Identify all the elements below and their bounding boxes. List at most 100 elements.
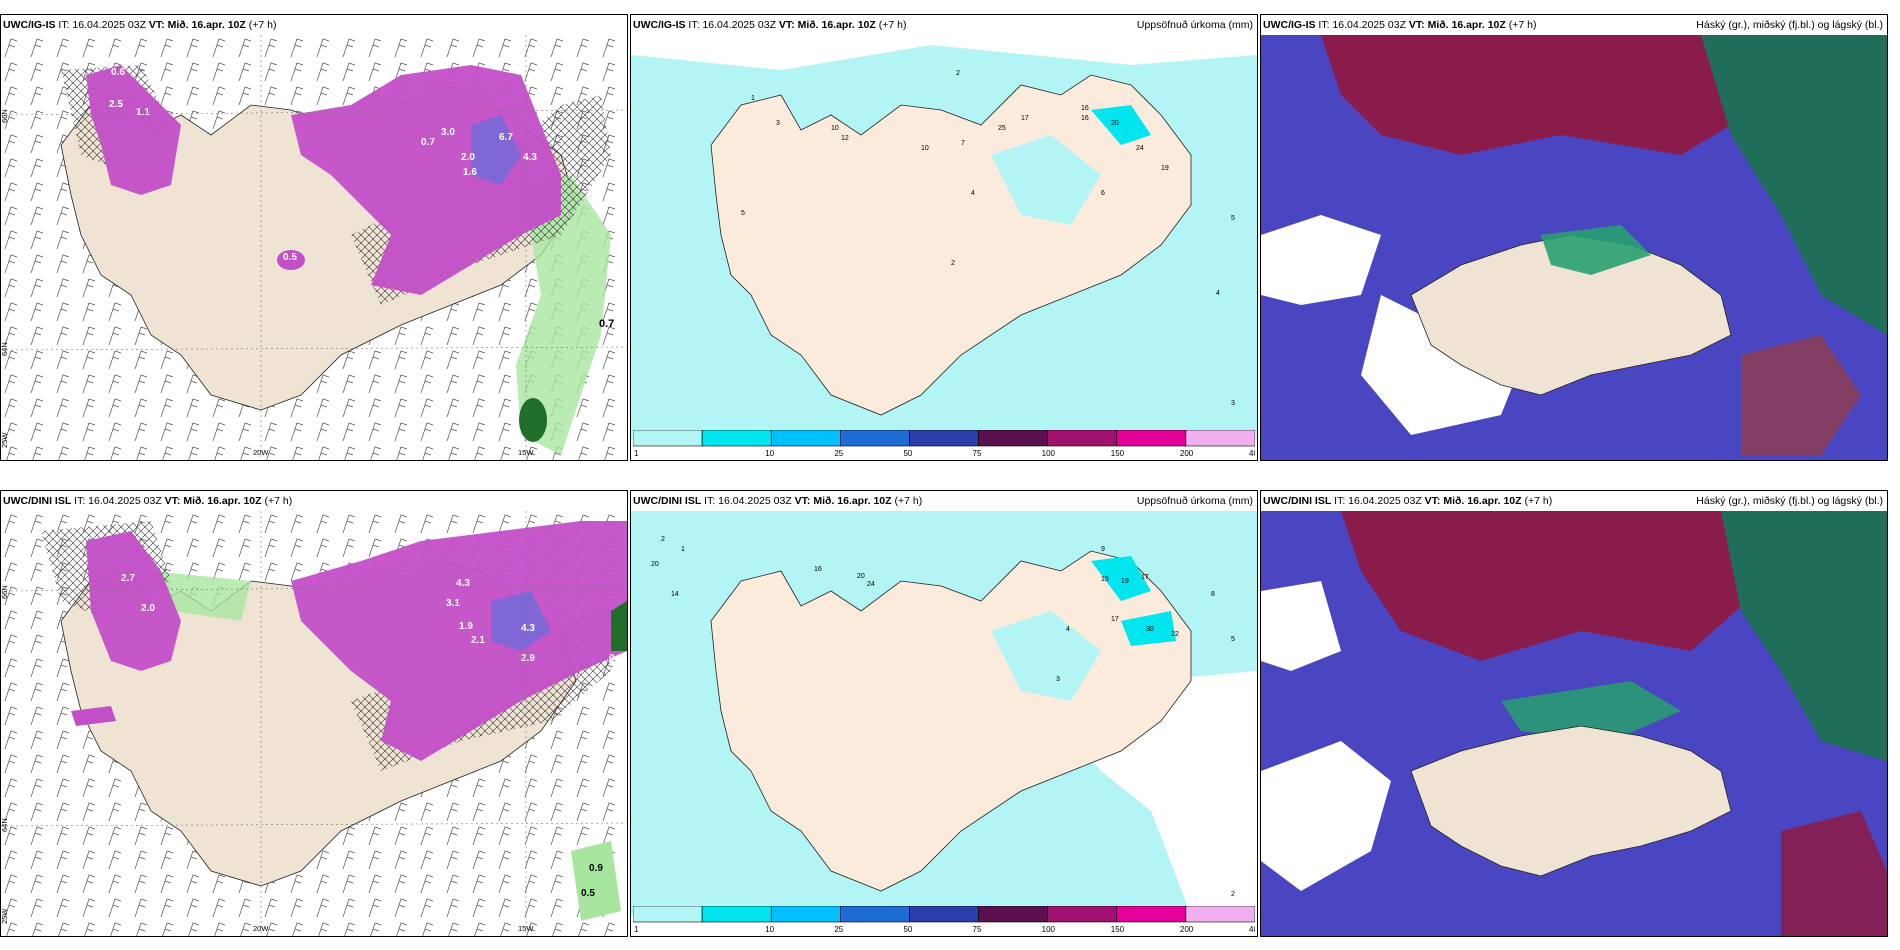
high-cloud — [1741, 335, 1861, 455]
snow-map: 2.7 2.0 4.3 3.1 1.9 2.1 4.3 2.9 0.3 0.9 … — [1, 511, 627, 936]
snow-field — [277, 250, 305, 270]
panel-title: Uppsöfnuð úrkoma (mm) — [1136, 19, 1253, 31]
green-core — [611, 601, 627, 651]
svg-text:24: 24 — [867, 581, 875, 588]
svg-text:12: 12 — [841, 135, 849, 142]
snow-field — [86, 65, 181, 195]
svg-text:19: 19 — [1161, 165, 1169, 172]
svg-text:20: 20 — [651, 561, 659, 568]
svg-text:15: 15 — [1101, 576, 1109, 583]
colorbar-swatch — [1047, 430, 1118, 447]
snow-field — [86, 531, 181, 671]
colorbar-swatch — [1047, 906, 1118, 923]
colorbar-swatch — [701, 906, 772, 923]
svg-text:0.9: 0.9 — [589, 863, 603, 874]
panel-dini-clouds: UWC/DINI ISL IT: 16.04.2025 03Z VT: Mið.… — [1260, 490, 1888, 937]
svg-text:64N: 64N — [1, 342, 9, 356]
svg-text:1.6: 1.6 — [463, 167, 477, 178]
svg-text:5: 5 — [1231, 636, 1235, 643]
mid-cloud — [1701, 35, 1887, 335]
high-cloud — [1321, 35, 1781, 155]
colorbar-swatch — [701, 430, 772, 447]
panel-ig-clouds: UWC/IG-IS IT: 16.04.2025 03Z VT: Mið. 16… — [1260, 14, 1888, 461]
green-core — [519, 398, 547, 442]
precip-map: 1 2 3 10 12 10 16 7 5 6 25 20 17 16 19 2… — [631, 35, 1257, 439]
svg-text:17: 17 — [1141, 574, 1149, 581]
svg-text:66N: 66N — [1, 109, 9, 123]
mid-cloud — [1541, 225, 1651, 275]
svg-text:10: 10 — [921, 145, 929, 152]
precip-field — [991, 611, 1101, 701]
panel-header: UWC/IG-IS IT: 16.04.2025 03Z VT: Mið. 16… — [633, 19, 907, 31]
svg-text:19: 19 — [1121, 578, 1129, 585]
panel-header: UWC/DINI ISL IT: 16.04.2025 03Z VT: Mið.… — [3, 495, 293, 507]
svg-text:2: 2 — [1231, 891, 1235, 898]
colorbar-tick: 200 — [1180, 449, 1194, 458]
svg-text:2.9: 2.9 — [521, 653, 535, 664]
svg-text:4: 4 — [1066, 626, 1070, 633]
svg-text:10: 10 — [831, 125, 839, 132]
svg-text:3.1: 3.1 — [446, 598, 460, 609]
svg-text:24: 24 — [1136, 145, 1144, 152]
panel-header: UWC/IG-IS IT: 16.04.2025 03Z VT: Mið. 16… — [3, 19, 277, 31]
panel-ig-precip: UWC/IG-IS IT: 16.04.2025 03Z VT: Mið. 16… — [630, 14, 1258, 461]
svg-text:16: 16 — [1081, 115, 1089, 122]
colorbar-tick: 400 — [1249, 449, 1255, 458]
svg-text:0.7: 0.7 — [421, 137, 435, 148]
clear-sky — [1361, 295, 1521, 435]
svg-text:17: 17 — [1021, 115, 1029, 122]
colorbar-tick: 400 — [1249, 925, 1255, 934]
svg-text:4.3: 4.3 — [456, 578, 470, 589]
colorbar-tick: 25 — [834, 925, 843, 934]
svg-text:2.5: 2.5 — [109, 99, 123, 110]
svg-text:3: 3 — [776, 120, 780, 127]
svg-text:7: 7 — [961, 140, 965, 147]
colorbar-tick: 150 — [1111, 925, 1125, 934]
svg-text:6.7: 6.7 — [499, 132, 513, 143]
snow-core — [471, 115, 521, 185]
colorbar-tick: 200 — [1180, 925, 1194, 934]
svg-text:0.5: 0.5 — [581, 888, 595, 899]
green-precip — [516, 175, 611, 455]
svg-text:20W: 20W — [253, 448, 269, 457]
mid-cloud — [1501, 681, 1681, 741]
precip-field — [1091, 105, 1151, 145]
cloud-map — [1261, 511, 1887, 936]
colorbar-swatch — [978, 906, 1048, 923]
svg-text:1: 1 — [681, 546, 685, 553]
snow-field — [291, 521, 627, 761]
svg-text:4: 4 — [971, 190, 975, 197]
colorbar-swatch — [909, 430, 979, 447]
high-cloud — [1341, 511, 1781, 661]
snow-map: 0.6 1.1 2.5 3.0 6.7 4.3 2.0 1.6 0.7 0.5 … — [1, 35, 627, 460]
colorbar-tick: 50 — [903, 449, 912, 458]
svg-text:9: 9 — [1101, 546, 1105, 553]
high-cloud — [1781, 811, 1887, 936]
colorbar-tick: 1 — [634, 925, 639, 934]
green-precip — [571, 841, 621, 921]
no-precip — [631, 35, 1257, 70]
precip-map: 1 2 20 14 16 15 19 17 30 22 8 5 4 3 2 9 … — [631, 511, 1257, 915]
colorbar-swatch — [633, 430, 703, 447]
svg-text:20: 20 — [1111, 120, 1119, 127]
clear-sky — [1261, 581, 1341, 671]
precip-field — [1121, 611, 1176, 646]
clear-sky — [1261, 741, 1391, 891]
svg-text:0.6: 0.6 — [111, 67, 125, 78]
svg-text:64N: 64N — [1, 818, 9, 832]
panel-header: UWC/DINI ISL IT: 16.04.2025 03Z VT: Mið.… — [1263, 495, 1553, 507]
colorbar-tick: 100 — [1042, 925, 1056, 934]
svg-text:14: 14 — [671, 591, 679, 598]
svg-text:15W: 15W — [518, 448, 534, 457]
mid-cloud — [1721, 511, 1887, 761]
colorbar-tick: 150 — [1111, 449, 1125, 458]
panel-dini-precip: UWC/DINI ISL IT: 16.04.2025 03Z VT: Mið.… — [630, 490, 1258, 937]
cloud-map — [1261, 35, 1887, 460]
svg-text:5: 5 — [741, 210, 745, 217]
svg-text:2.7: 2.7 — [121, 573, 135, 584]
svg-text:2.0: 2.0 — [461, 152, 475, 163]
colorbar-tick: 50 — [903, 925, 912, 934]
colorbar-swatch — [1116, 906, 1187, 923]
precip-field — [1091, 556, 1151, 601]
panel-header: UWC/IG-IS IT: 16.04.2025 03Z VT: Mið. 16… — [1263, 19, 1537, 31]
